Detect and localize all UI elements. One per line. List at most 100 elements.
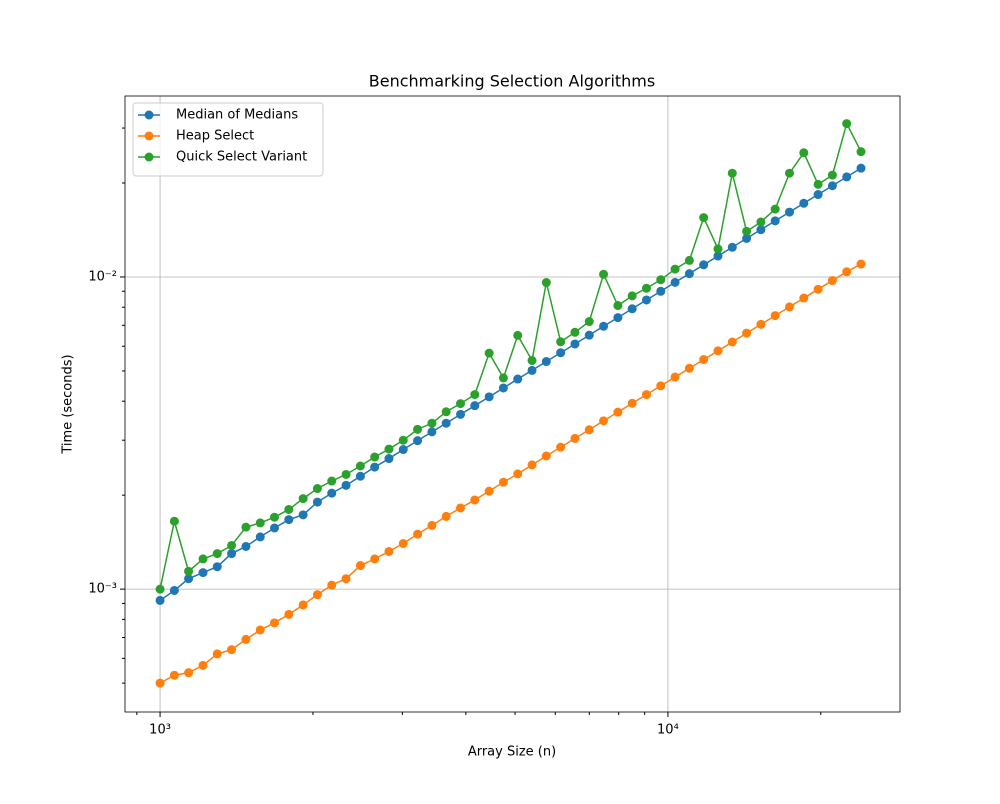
data-point bbox=[670, 277, 680, 287]
data-point bbox=[312, 484, 322, 494]
data-point bbox=[584, 330, 594, 340]
data-point bbox=[799, 148, 809, 158]
data-point bbox=[584, 317, 594, 327]
data-point bbox=[456, 399, 466, 409]
data-point bbox=[284, 515, 294, 525]
data-point bbox=[312, 590, 322, 600]
data-point bbox=[727, 168, 737, 178]
data-point bbox=[656, 286, 666, 296]
data-point bbox=[227, 540, 237, 550]
data-point bbox=[398, 435, 408, 445]
data-point bbox=[570, 339, 580, 349]
data-point bbox=[312, 497, 322, 507]
data-point bbox=[155, 584, 165, 594]
legend-marker bbox=[144, 110, 154, 120]
data-point bbox=[255, 532, 265, 542]
data-point bbox=[298, 494, 308, 504]
data-point bbox=[541, 278, 551, 288]
data-point bbox=[556, 348, 566, 358]
data-point bbox=[856, 163, 866, 173]
data-point bbox=[241, 634, 251, 644]
data-point bbox=[556, 442, 566, 452]
data-point bbox=[355, 461, 365, 471]
data-point bbox=[269, 523, 279, 533]
data-point bbox=[584, 425, 594, 435]
data-point bbox=[441, 407, 451, 417]
data-point bbox=[384, 444, 394, 454]
data-point bbox=[570, 327, 580, 337]
data-point bbox=[198, 568, 208, 578]
data-point bbox=[770, 216, 780, 226]
data-point bbox=[613, 407, 623, 417]
data-point bbox=[169, 516, 179, 526]
data-point bbox=[227, 549, 237, 559]
data-point bbox=[684, 363, 694, 373]
data-point bbox=[699, 213, 709, 223]
legend-box bbox=[132, 102, 324, 177]
data-point bbox=[756, 225, 766, 235]
data-point bbox=[799, 198, 809, 208]
data-point bbox=[756, 217, 766, 227]
y-tick-label: 10⁻² bbox=[88, 269, 117, 284]
data-point bbox=[441, 511, 451, 521]
data-point bbox=[813, 179, 823, 189]
data-point bbox=[241, 522, 251, 532]
legend-label: Median of Medians bbox=[176, 108, 298, 123]
data-point bbox=[456, 409, 466, 419]
data-point bbox=[327, 580, 337, 590]
data-point bbox=[627, 398, 637, 408]
data-point bbox=[541, 451, 551, 461]
data-point bbox=[227, 645, 237, 655]
data-point bbox=[298, 600, 308, 610]
data-point bbox=[842, 267, 852, 277]
data-point bbox=[355, 561, 365, 571]
chart-title: Benchmarking Selection Algorithms bbox=[369, 72, 655, 91]
legend-marker bbox=[144, 152, 154, 162]
data-point bbox=[398, 445, 408, 455]
data-point bbox=[684, 255, 694, 265]
data-point bbox=[713, 251, 723, 261]
data-point bbox=[398, 539, 408, 549]
data-point bbox=[498, 477, 508, 487]
data-point bbox=[470, 390, 480, 400]
data-point bbox=[513, 469, 523, 479]
data-point bbox=[456, 503, 466, 513]
data-point bbox=[827, 181, 837, 191]
data-point bbox=[641, 283, 651, 293]
data-point bbox=[513, 330, 523, 340]
data-point bbox=[785, 302, 795, 312]
data-point bbox=[699, 355, 709, 365]
data-point bbox=[527, 356, 537, 366]
data-point bbox=[255, 625, 265, 635]
data-point bbox=[641, 295, 651, 305]
data-point bbox=[641, 390, 651, 400]
data-point bbox=[212, 649, 222, 659]
data-point bbox=[241, 541, 251, 551]
data-point bbox=[527, 460, 537, 470]
data-point bbox=[169, 585, 179, 595]
data-point bbox=[785, 207, 795, 217]
data-point bbox=[298, 510, 308, 520]
data-point bbox=[770, 311, 780, 321]
data-point bbox=[427, 418, 437, 428]
data-point bbox=[427, 427, 437, 437]
data-point bbox=[742, 226, 752, 236]
data-point bbox=[184, 668, 194, 678]
data-point bbox=[413, 424, 423, 434]
data-point bbox=[570, 433, 580, 443]
data-point bbox=[613, 313, 623, 323]
data-point bbox=[370, 554, 380, 564]
data-point bbox=[656, 381, 666, 391]
data-point bbox=[284, 609, 294, 619]
data-point bbox=[441, 418, 451, 428]
x-axis-label: Array Size (n) bbox=[468, 745, 556, 760]
data-point bbox=[370, 452, 380, 462]
data-point bbox=[670, 264, 680, 274]
data-point bbox=[756, 319, 766, 329]
data-point bbox=[384, 454, 394, 464]
data-point bbox=[627, 291, 637, 301]
data-point bbox=[484, 486, 494, 496]
data-point bbox=[813, 284, 823, 294]
data-point bbox=[327, 488, 337, 498]
